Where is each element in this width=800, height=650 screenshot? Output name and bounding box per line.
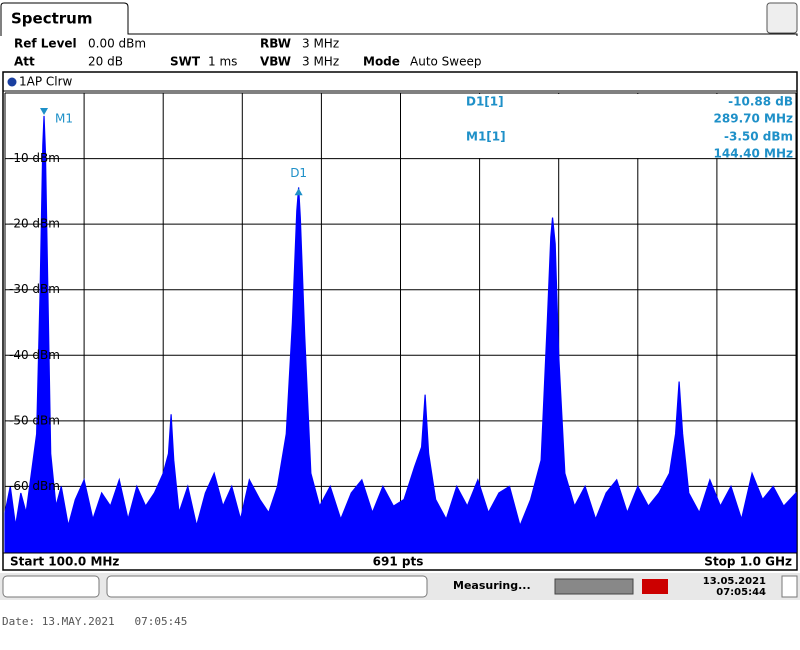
start-label: Start 100.0 MHz	[10, 555, 119, 569]
status-field	[106, 575, 428, 598]
points-label: 691 pts	[373, 555, 424, 569]
y-tick-label: -60 dBm	[9, 479, 60, 493]
marker	[40, 107, 49, 115]
setting-value: Auto Sweep	[410, 55, 482, 69]
marker-tag: M1	[55, 111, 73, 125]
setting-name: RBW	[260, 37, 291, 51]
setting-value: 20 dB	[88, 55, 123, 69]
y-tick-label: -20 dBm	[9, 217, 60, 231]
trace-label: 1AP Clrw	[19, 75, 73, 89]
status-state: Measuring...	[453, 579, 531, 592]
status-time: 07:05:44	[716, 587, 766, 598]
logo	[642, 579, 668, 594]
readout-freq: 289.70 MHz	[714, 112, 793, 126]
setting-name: Mode	[363, 55, 400, 69]
stop-label: Stop 1.0 GHz	[704, 555, 792, 569]
readout-name: D1[1]	[466, 95, 504, 109]
status-field	[781, 575, 798, 598]
setting-name: Att	[14, 55, 35, 69]
y-tick-label: -50 dBm	[9, 413, 60, 427]
tab-title: Spectrum	[11, 10, 92, 28]
marker	[294, 188, 303, 196]
y-tick-label: -10 dBm	[9, 151, 60, 165]
readout-bg	[462, 94, 795, 158]
setting-value: 1 ms	[208, 55, 237, 69]
marker-tag: D1	[290, 166, 307, 180]
trace	[4, 115, 797, 553]
readout-freq: 144.40 MHz	[714, 147, 793, 161]
readout-level: -10.88 dB	[728, 95, 793, 109]
setting-name: Ref Level	[14, 37, 77, 51]
y-tick-label: -40 dBm	[9, 348, 60, 362]
menu-button[interactable]	[766, 2, 798, 34]
setting-name: VBW	[260, 55, 291, 69]
footer-date: Date: 13.MAY.2021 07:05:45	[2, 615, 187, 628]
tab[interactable]	[0, 2, 798, 36]
status-field	[2, 575, 100, 598]
progress-bar	[554, 578, 634, 595]
setting-value: 3 MHz	[302, 37, 339, 51]
setting-value: 0.00 dBm	[88, 37, 146, 51]
status-date: 13.05.2021	[703, 576, 766, 587]
setting-name: SWT	[170, 55, 201, 69]
setting-value: 3 MHz	[302, 55, 339, 69]
trace-icon	[7, 77, 17, 87]
readout-name: M1[1]	[466, 130, 506, 144]
y-tick-label: -30 dBm	[9, 282, 60, 296]
readout-level: -3.50 dBm	[724, 130, 793, 144]
